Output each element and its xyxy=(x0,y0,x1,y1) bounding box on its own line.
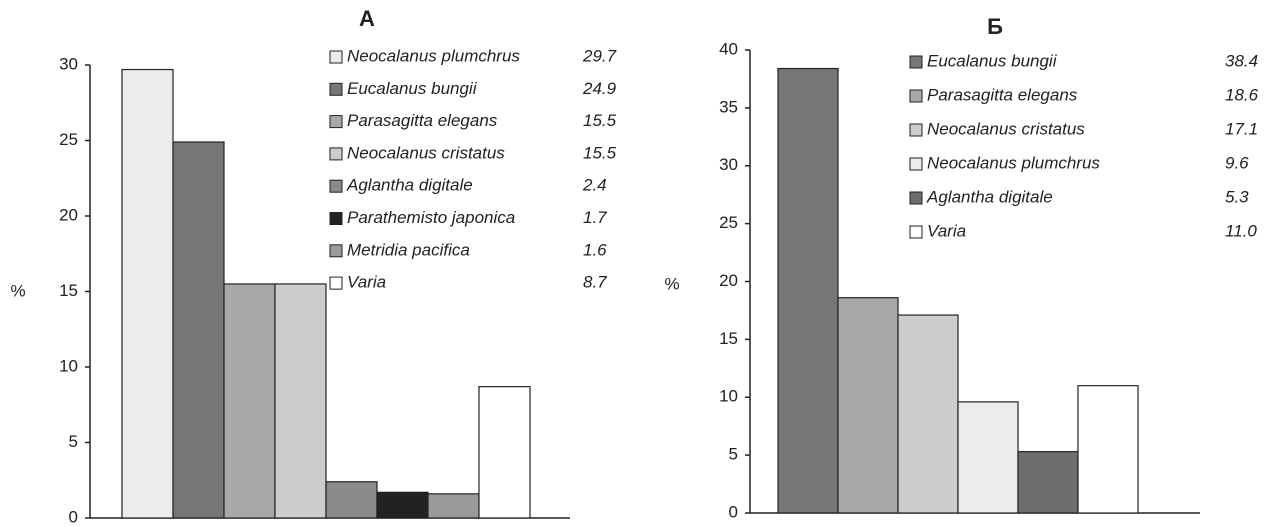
legend-value: 2.4 xyxy=(582,176,607,195)
y-axis-label: % xyxy=(10,281,25,300)
bar xyxy=(427,493,480,519)
legend-value: 11.0 xyxy=(1225,221,1257,240)
legend-swatch xyxy=(329,50,343,64)
legend-swatch xyxy=(909,225,923,239)
legend-value: 5.3 xyxy=(1225,187,1249,206)
legend-label: Metridia pacifica xyxy=(347,240,470,259)
legend-value: 18.6 xyxy=(1225,85,1259,104)
bar xyxy=(121,68,174,519)
bar xyxy=(897,314,959,514)
legend-label: Varia xyxy=(347,273,386,292)
legend-value: 1.6 xyxy=(583,240,607,259)
legend-value: 38.4 xyxy=(1225,51,1258,70)
bar xyxy=(1017,451,1079,514)
bar xyxy=(837,297,899,514)
legend-label: Parasagitta elegans xyxy=(347,111,498,130)
legend-value: 17.1 xyxy=(1225,119,1258,138)
legend-swatch xyxy=(329,244,343,258)
y-tick-label: 10 xyxy=(59,356,78,375)
y-tick-label: 30 xyxy=(59,54,78,73)
chart-title: Б xyxy=(987,14,1003,39)
legend-label: Parasagitta elegans xyxy=(927,85,1078,104)
legend-label: Aglantha digitale xyxy=(346,176,473,195)
bar xyxy=(1077,385,1139,514)
legend-swatch xyxy=(329,179,343,193)
bar xyxy=(376,491,429,519)
bar xyxy=(325,481,378,519)
y-tick-label: 40 xyxy=(719,39,738,58)
legend-value: 15.5 xyxy=(583,111,617,130)
y-tick-label: 0 xyxy=(69,507,78,526)
legend-swatch xyxy=(329,276,343,290)
legend-label: Eucalanus bungii xyxy=(347,79,478,98)
legend-label: Aglantha digitale xyxy=(926,187,1053,206)
y-tick-label: 15 xyxy=(59,281,78,300)
y-tick-label: 25 xyxy=(719,213,738,232)
y-axis-label: % xyxy=(664,274,679,293)
legend-swatch xyxy=(329,147,343,161)
y-tick-label: 30 xyxy=(719,155,738,174)
bar xyxy=(223,283,276,519)
legend-value: 15.5 xyxy=(583,143,617,162)
y-tick-label: 20 xyxy=(719,271,738,290)
legend-swatch xyxy=(909,157,923,171)
legend-label: Neocalanus cristatus xyxy=(927,119,1085,138)
y-tick-label: 10 xyxy=(719,387,738,406)
legend-label: Neocalanus plumchrus xyxy=(927,153,1100,172)
bar xyxy=(957,401,1019,514)
legend-swatch xyxy=(329,212,343,225)
legend-swatch xyxy=(909,123,923,137)
legend-swatch xyxy=(329,115,343,129)
legend-label: Eucalanus bungii xyxy=(927,51,1058,70)
y-tick-label: 25 xyxy=(59,130,78,149)
legend-label: Varia xyxy=(927,221,966,240)
legend-swatch xyxy=(909,89,923,103)
y-tick-label: 0 xyxy=(729,502,738,521)
legend-value: 8.7 xyxy=(583,273,607,292)
legend-value: 29.7 xyxy=(582,46,617,65)
legend-swatch xyxy=(909,55,923,69)
legend-label: Parathemisto japonica xyxy=(347,208,515,227)
legend-swatch xyxy=(329,82,343,96)
chart-title: А xyxy=(359,6,375,31)
y-tick-label: 5 xyxy=(729,445,738,464)
bar xyxy=(478,386,531,519)
legend-value: 9.6 xyxy=(1225,153,1249,172)
legend-value: 1.7 xyxy=(583,208,607,227)
legend-label: Neocalanus plumchrus xyxy=(347,46,520,65)
bar xyxy=(777,67,839,514)
y-tick-label: 20 xyxy=(59,205,78,224)
bar xyxy=(274,283,327,519)
bar xyxy=(172,141,225,519)
legend-swatch xyxy=(909,191,923,205)
y-tick-label: 35 xyxy=(719,97,738,116)
y-tick-label: 5 xyxy=(69,432,78,451)
legend-value: 24.9 xyxy=(582,79,617,98)
legend-label: Neocalanus cristatus xyxy=(347,143,505,162)
y-tick-label: 15 xyxy=(719,329,738,348)
